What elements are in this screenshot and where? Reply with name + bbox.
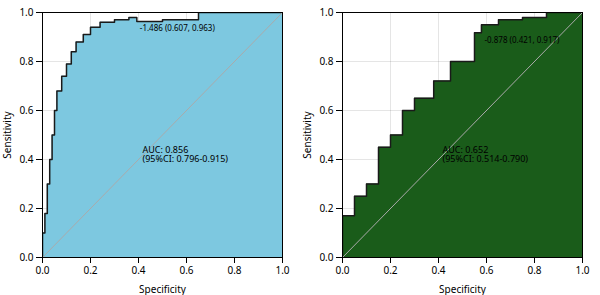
svg-text:0.6: 0.6	[179, 263, 193, 277]
svg-text:1.0: 1.0	[575, 263, 589, 277]
svg-text:0.2: 0.2	[383, 263, 397, 277]
svg-text:Specificity: Specificity	[139, 282, 187, 295]
svg-text:0.0: 0.0	[335, 263, 349, 277]
svg-text:0.8: 0.8	[527, 263, 541, 277]
svg-text:0.4: 0.4	[19, 152, 33, 166]
svg-text:AUC: 0.652(95%CI: 0.514-0.790): AUC: 0.652(95%CI: 0.514-0.790)	[443, 143, 529, 165]
svg-text:0.2: 0.2	[83, 263, 97, 277]
svg-text:0.8: 0.8	[227, 263, 241, 277]
svg-text:AUC: 0.856(95%CI: 0.796-0.915): AUC: 0.856(95%CI: 0.796-0.915)	[143, 143, 229, 165]
svg-text:-1.486 (0.607, 0.963): -1.486 (0.607, 0.963)	[140, 22, 216, 33]
svg-text:Sensitivity: Sensitivity	[300, 110, 314, 158]
svg-text:0.4: 0.4	[131, 263, 145, 277]
svg-text:0.2: 0.2	[319, 201, 333, 215]
svg-text:0.4: 0.4	[431, 263, 445, 277]
svg-text:0.8: 0.8	[19, 54, 33, 68]
svg-text:0.2: 0.2	[19, 201, 33, 215]
svg-text:0.8: 0.8	[319, 54, 333, 68]
svg-text:1.0: 1.0	[319, 5, 333, 19]
svg-text:1.0: 1.0	[275, 263, 289, 277]
svg-text:1.0: 1.0	[19, 5, 33, 19]
svg-text:0.6: 0.6	[319, 103, 333, 117]
svg-text:0.4: 0.4	[319, 152, 333, 166]
svg-text:-0.878 (0.421, 0.917): -0.878 (0.421, 0.917)	[484, 34, 560, 45]
svg-text:0.6: 0.6	[19, 103, 33, 117]
svg-text:0.0: 0.0	[19, 250, 33, 264]
svg-text:0.0: 0.0	[35, 263, 49, 277]
svg-text:Specificity: Specificity	[439, 282, 487, 295]
svg-text:0.6: 0.6	[479, 263, 493, 277]
svg-text:0.0: 0.0	[319, 250, 333, 264]
svg-text:Sensitivity: Sensitivity	[0, 110, 14, 158]
